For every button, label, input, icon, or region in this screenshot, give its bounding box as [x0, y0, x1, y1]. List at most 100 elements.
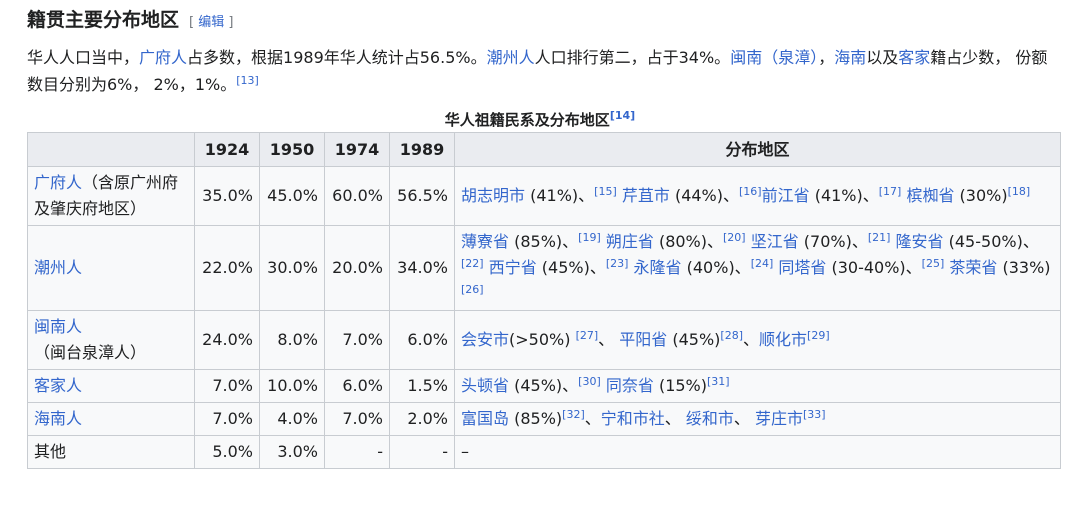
wiki-link[interactable]: 绥和市 — [685, 409, 734, 428]
reference-link[interactable]: [14] — [609, 109, 636, 122]
percent-cell: 10.0% — [259, 369, 325, 403]
percent-cell: 8.0% — [259, 310, 325, 370]
wiki-link[interactable]: 同塔省 — [778, 258, 827, 277]
percent-cell: 35.0% — [194, 166, 260, 226]
reference: [18] — [1008, 185, 1031, 198]
wiki-link[interactable]: 闽南（泉漳） — [730, 48, 819, 67]
text: 占多数，根据1989年华人统计占56.5%。 — [187, 48, 487, 67]
reference-link[interactable]: [31] — [707, 375, 730, 388]
wiki-link[interactable]: 芹苴市 — [621, 186, 670, 205]
reference: [20] — [723, 231, 746, 244]
text: （闽台泉漳人） — [34, 343, 147, 362]
wiki-link[interactable]: 潮州人 — [486, 48, 535, 67]
reference: [31] — [707, 375, 730, 388]
reference-link[interactable]: [18] — [1007, 185, 1031, 198]
wiki-link[interactable]: 广府人 — [34, 173, 83, 192]
reference-link[interactable]: [13] — [236, 74, 259, 87]
wiki-link[interactable]: 永隆省 — [633, 258, 682, 277]
text: (40%)、 — [681, 258, 751, 277]
wiki-link[interactable]: 西宁省 — [488, 258, 537, 277]
reference: [23] — [606, 257, 629, 270]
section-title: 籍贯主要分布地区 — [27, 9, 180, 31]
reference-link[interactable]: [20] — [723, 231, 746, 244]
wiki-link[interactable]: 隆安省 — [895, 232, 944, 251]
reference-link[interactable]: [16] — [739, 185, 762, 198]
percent-cell: 34.0% — [389, 225, 455, 311]
reference-link[interactable]: [33] — [803, 408, 826, 421]
wiki-link[interactable]: 海南人 — [34, 409, 83, 428]
text: (45%)、 — [536, 258, 606, 277]
reference: [22] — [461, 257, 484, 270]
table-header-row: 1924 1950 1974 1989 分布地区 — [27, 132, 1061, 167]
wiki-link[interactable]: 薄寮省 — [461, 232, 510, 251]
wiki-link[interactable]: 顺化市 — [759, 330, 808, 349]
wiki-link[interactable]: 朔庄省 — [605, 232, 654, 251]
percent-cell: 4.0% — [259, 402, 325, 436]
edit-link[interactable]: 编辑 — [198, 15, 225, 30]
reference-link[interactable]: [21] — [867, 231, 891, 244]
reference-link[interactable]: [23] — [605, 257, 629, 270]
reference-link[interactable]: [22] — [461, 257, 484, 270]
wiki-link[interactable]: 海南 — [834, 48, 867, 67]
wiki-link[interactable]: 会安市 — [461, 330, 510, 349]
wiki-link[interactable]: 胡志明市 — [461, 186, 526, 205]
wiki-link[interactable]: 客家人 — [34, 376, 83, 395]
intro-paragraph: 华人人口当中，广府人占多数，根据1989年华人统计占56.5%。潮州人人口排行第… — [27, 44, 1053, 98]
percent-cell: 60.0% — [324, 166, 390, 226]
wiki-link[interactable]: 同奈省 — [605, 376, 654, 395]
wiki-link[interactable]: 头顿省 — [461, 376, 510, 395]
reference-link[interactable]: [24] — [750, 257, 774, 270]
wiki-link[interactable]: 客家 — [898, 48, 931, 67]
reference: [19] — [578, 231, 601, 244]
group-cell: 客家人 — [27, 369, 195, 403]
reference: [28] — [720, 329, 743, 342]
wiki-link[interactable]: 宁和市社 — [600, 409, 665, 428]
text: – — [461, 442, 469, 461]
wiki-link[interactable]: 芽庄市 — [754, 409, 803, 428]
column-header: 1950 — [259, 132, 325, 167]
wiki-link[interactable]: 槟椥省 — [906, 186, 955, 205]
reference-link[interactable]: [26] — [461, 283, 484, 296]
text: (70%)、 — [798, 232, 868, 251]
percent-cell: 7.0% — [194, 369, 260, 403]
text: (45%) — [667, 330, 721, 349]
table-row: 广府人（含原广州府及肇庆府地区） 35.0% 45.0% 60.0% 56.5% 胡志明市… — [27, 166, 1061, 226]
reference: [30] — [578, 375, 601, 388]
wiki-link[interactable]: 广府人 — [139, 48, 188, 67]
wiki-link[interactable]: 茶荣省 — [949, 258, 998, 277]
text: (45%)、 — [509, 376, 579, 395]
text: (44%)、 — [669, 186, 739, 205]
wiki-link[interactable]: 平阳省 — [619, 330, 668, 349]
distribution-cell: – — [454, 435, 1061, 469]
percent-cell: 7.0% — [324, 402, 390, 436]
reference-link[interactable]: [17] — [878, 185, 902, 198]
reference-link[interactable]: [32] — [562, 408, 585, 421]
wiki-link[interactable]: 富国岛 — [461, 409, 510, 428]
wiki-link[interactable]: 闽南人 — [34, 317, 83, 336]
reference-link[interactable]: [30] — [578, 375, 601, 388]
reference-link[interactable]: [25] — [921, 257, 945, 270]
table-row: 其他 5.0% 3.0% - - – — [27, 435, 1061, 469]
wiki-link[interactable]: 前江省 — [761, 186, 810, 205]
percent-cell: 45.0% — [259, 166, 325, 226]
text: 、 — [743, 330, 760, 349]
text: 华人人口当中， — [27, 48, 140, 67]
percent-cell: 30.0% — [259, 225, 325, 311]
wiki-link[interactable]: 潮州人 — [34, 258, 83, 277]
text: 、 — [584, 409, 601, 428]
reference-link[interactable]: [19] — [578, 231, 601, 244]
reference: [15] — [594, 185, 617, 198]
reference-link[interactable]: [27] — [575, 329, 599, 342]
reference: [29] — [807, 329, 830, 342]
text: （含原广州府及肇庆府地区） — [34, 173, 179, 218]
text: 籍占少数， 份额数目分别为6%， 2%，1%。 — [27, 48, 1048, 94]
reference-link[interactable]: [28] — [720, 329, 743, 342]
distribution-cell: 薄寮省 (85%)、[19] 朔庄省 (80%)、[20] 坚江省 (70%)、… — [454, 225, 1061, 311]
reference-link[interactable]: [15] — [594, 185, 617, 198]
distribution-cell: 富国岛 (85%)[32]、宁和市社、 绥和市、 芽庄市[33] — [454, 402, 1061, 436]
table-row: 客家人 7.0% 10.0% 6.0% 1.5% 头顿省 (45%)、[30] 同奈省 (… — [27, 369, 1061, 403]
wiki-link[interactable]: 坚江省 — [750, 232, 799, 251]
reference-link[interactable]: [29] — [807, 329, 830, 342]
reference: [33] — [803, 408, 826, 421]
reference: [27] — [576, 329, 599, 342]
